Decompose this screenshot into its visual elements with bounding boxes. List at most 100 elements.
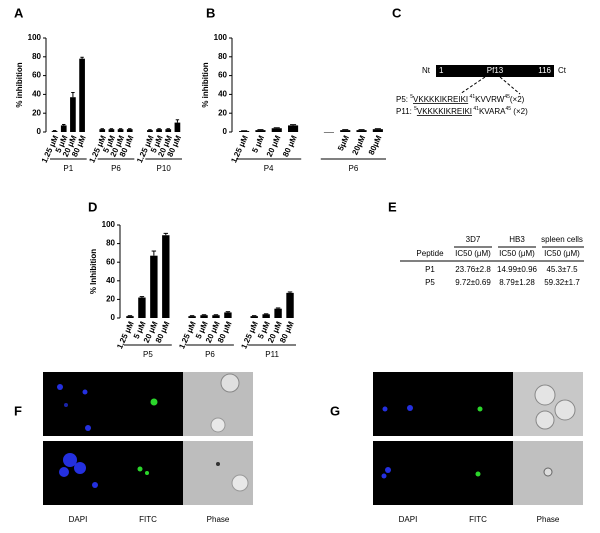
table-header: IC50 (μM) [544, 249, 580, 258]
y-tick-label: 60 [32, 71, 41, 80]
cell [535, 410, 555, 430]
table-cell: 23.76±2.8 [455, 265, 491, 274]
channel-label: FITC [469, 515, 487, 524]
cell [231, 474, 249, 492]
nucleus [385, 467, 391, 473]
residue-number: 5 [414, 106, 417, 112]
residue-number: 41 [468, 94, 475, 100]
dashed-line [459, 76, 486, 95]
group-label: P11 [265, 350, 279, 359]
table-header: spleen cells [541, 235, 583, 244]
fitc-signal [475, 471, 481, 477]
y-tick-label: 100 [102, 220, 116, 229]
residue-number: 41 [472, 106, 479, 112]
cell [554, 399, 576, 421]
x-tick-label: 1.25 μM [229, 134, 250, 165]
bar [99, 129, 106, 132]
group-label: P5 [143, 350, 153, 359]
nucleus [382, 406, 388, 412]
image-dapi [43, 372, 113, 436]
bar [147, 130, 153, 132]
y-tick-label: 40 [218, 90, 227, 99]
channel-label: Phase [537, 515, 560, 524]
bar [174, 122, 181, 132]
bar [156, 129, 162, 132]
group-label: P1 [63, 164, 73, 173]
peptide-label: P11: 5VKKKKIKREIKI 41KVARA45 (×2) [396, 106, 528, 116]
fitc-signal [137, 466, 143, 472]
end-label: 116 [538, 66, 551, 75]
panel-label: G [330, 403, 340, 418]
y-tick-label: 80 [32, 52, 41, 61]
protein-diagram: Nt 1 Pf13 116 Ct [422, 65, 567, 95]
cell [210, 417, 226, 433]
bar [60, 125, 67, 132]
image-dapi [373, 372, 443, 436]
bar [340, 130, 351, 132]
y-tick-label: 20 [32, 108, 41, 117]
bar [262, 314, 270, 318]
y-tick-label: 20 [106, 295, 115, 304]
bar [250, 316, 258, 318]
image-fitc [443, 372, 513, 436]
group-label: P10 [157, 164, 172, 173]
bar [150, 255, 158, 318]
panel-label: D [88, 199, 97, 214]
bar [79, 58, 85, 132]
peptide-text: KVVRW [475, 95, 505, 104]
x-tick-label: 20μM [350, 134, 367, 157]
protein-name: Pf13 [487, 66, 504, 75]
channel-label: DAPI [69, 515, 88, 524]
bar [323, 132, 334, 133]
bar [356, 130, 367, 132]
nucleus [92, 482, 98, 488]
bar [274, 308, 282, 318]
table-header: IC50 (μM) [499, 249, 535, 258]
panel-label: B [206, 5, 215, 20]
bar [51, 131, 58, 132]
panel-label: A [14, 5, 24, 20]
channel-label: FITC [139, 515, 157, 524]
bar [108, 129, 115, 132]
x-tick-label: 80μM [367, 134, 384, 157]
residue-number: 45 [504, 94, 510, 100]
peptide-text: VKKKKIKREIKI [417, 107, 472, 116]
bar [255, 130, 266, 132]
nucleus [74, 462, 86, 474]
bar [239, 131, 250, 132]
group-label: P6 [348, 164, 358, 173]
peptide-label: P5: 5VKKKKIKREIKI 41KVVRW45(×2) [396, 94, 525, 104]
fitc-signal [145, 471, 149, 475]
table-cell: 59.32±1.7 [544, 278, 580, 287]
table-cell: 9.72±0.69 [455, 278, 491, 287]
bar [126, 316, 134, 318]
y-tick-label: 100 [28, 33, 42, 42]
group-label: P6 [111, 164, 121, 173]
cell [220, 373, 240, 393]
y-tick-label: 0 [37, 127, 42, 136]
dashed-line [499, 76, 521, 95]
panel-label: E [388, 199, 397, 214]
panel-label: C [392, 5, 402, 20]
table-header: Peptide [416, 249, 444, 258]
start-label: 1 [439, 66, 444, 75]
image-phase [183, 441, 253, 505]
y-tick-label: 100 [214, 33, 228, 42]
y-axis-label: % inhibition [15, 62, 24, 107]
cell [543, 467, 553, 477]
x-tick-label: 5μM [336, 134, 351, 153]
table-cell: P1 [425, 265, 435, 274]
bar [200, 315, 208, 318]
table-cell: 8.79±1.28 [499, 278, 535, 287]
x-tick-label: 80 μM [281, 134, 299, 159]
table-header: HB3 [509, 235, 525, 244]
table-header: 3D7 [466, 235, 481, 244]
bar [188, 316, 196, 318]
channel-label: DAPI [399, 515, 418, 524]
nucleus [63, 453, 77, 467]
y-tick-label: 60 [218, 71, 227, 80]
peptide-text: P5: [396, 95, 410, 104]
table-cell: P5 [425, 278, 435, 287]
peptide-text: P11: [396, 107, 414, 116]
